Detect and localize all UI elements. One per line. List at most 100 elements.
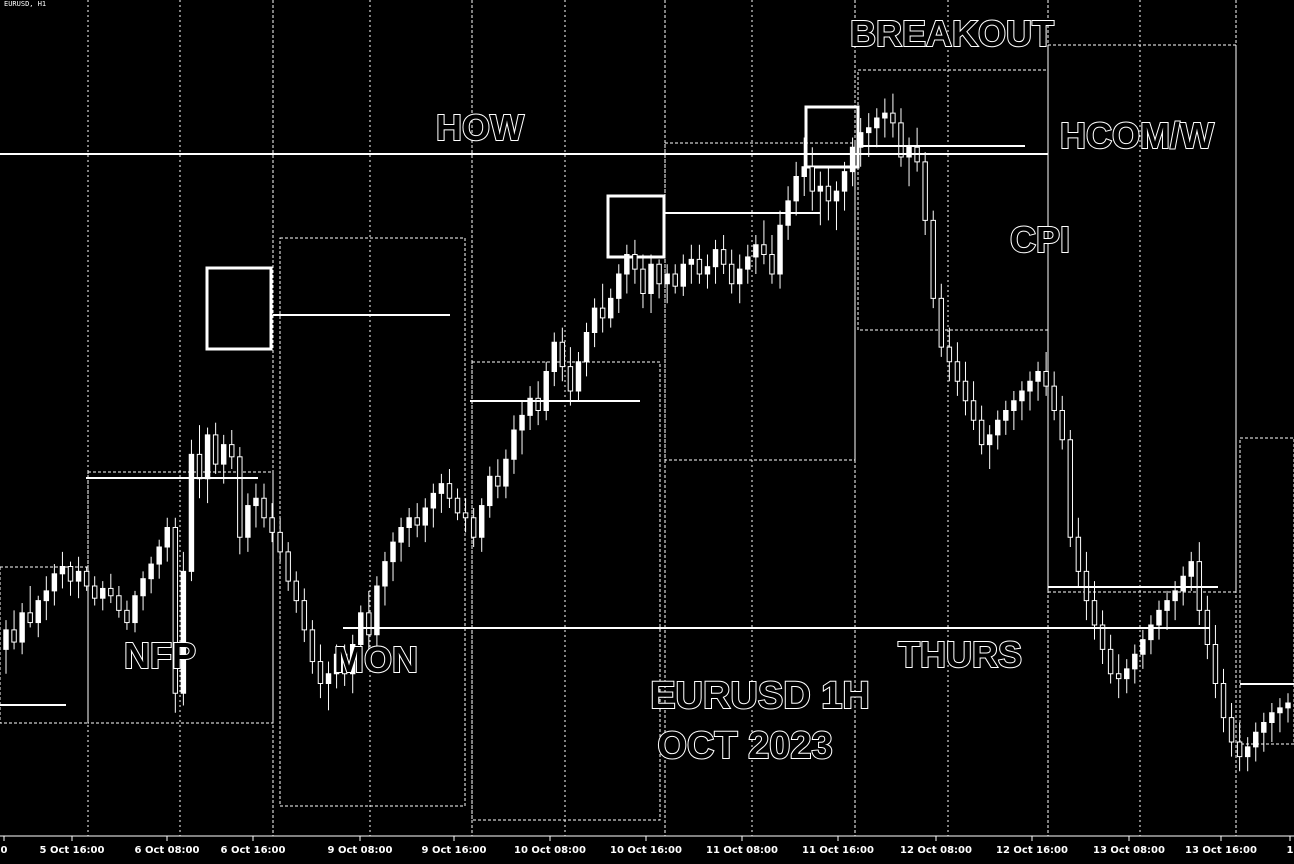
candle-body (382, 561, 388, 587)
candle (325, 661, 332, 711)
candle (874, 108, 880, 148)
candle (293, 571, 299, 613)
candle-body (962, 380, 969, 402)
x-tick-label: 1 (1287, 845, 1294, 856)
annotation-hcomw: HCOM/W (1060, 115, 1214, 156)
candle (1228, 703, 1235, 757)
candle (551, 332, 557, 387)
candle-body (737, 268, 743, 285)
candle-body (607, 297, 614, 319)
candle-body (285, 551, 291, 582)
candle (148, 556, 154, 594)
candle (1253, 722, 1259, 762)
candle-body (890, 112, 896, 124)
candle-body (495, 475, 501, 487)
x-tick-label: 10 Oct 16:00 (610, 845, 682, 856)
candle (83, 566, 90, 591)
candle-body (986, 434, 993, 446)
x-tick-label: 11 Oct 08:00 (706, 845, 778, 856)
x-tick-label: 6 Oct 16:00 (221, 845, 286, 856)
candle (59, 551, 66, 589)
candle-body (841, 171, 848, 192)
candle-body (1212, 644, 1219, 684)
candle (656, 259, 662, 299)
candle (1027, 371, 1033, 411)
candle-body (1172, 590, 1178, 602)
candle (478, 498, 485, 552)
candle-body (1269, 712, 1275, 723)
candle (777, 210, 783, 289)
candle (922, 152, 928, 235)
candle-body (640, 268, 646, 294)
candle (1035, 361, 1041, 401)
candle (124, 600, 130, 630)
candle-body (237, 456, 243, 538)
candle (1051, 371, 1057, 421)
candle (285, 542, 291, 591)
candle-body (1261, 722, 1267, 733)
candle (591, 298, 598, 348)
candle (27, 586, 33, 628)
candle (390, 532, 396, 582)
candle (761, 220, 767, 265)
candle-body (156, 546, 162, 565)
candle-body (1148, 624, 1154, 641)
candle (817, 171, 824, 226)
candle-body (59, 566, 66, 575)
candle-body (229, 444, 235, 458)
candle-body (511, 429, 517, 460)
candle-body (1156, 609, 1162, 626)
candle (1188, 551, 1194, 591)
candle-body (180, 570, 187, 694)
candle-body (35, 600, 41, 624)
x-tick-label: 12 Oct 16:00 (996, 845, 1068, 856)
candle-body (1220, 683, 1227, 719)
candle (470, 508, 477, 547)
candle (1043, 352, 1049, 396)
annotation-thurs: THURS (898, 634, 1022, 675)
candle-body (849, 146, 856, 173)
candle (809, 147, 816, 211)
candle-body (874, 117, 880, 129)
candle (1019, 381, 1025, 421)
candle (1164, 590, 1170, 630)
candle-body (559, 341, 566, 368)
candle (35, 595, 41, 638)
candle (1115, 654, 1122, 699)
candle-body (575, 361, 582, 392)
session-range-box (1047, 44, 1237, 593)
candle-body (527, 397, 533, 416)
candle-body (680, 263, 687, 287)
candle (986, 425, 993, 469)
candle (462, 498, 469, 533)
candle-body (728, 263, 735, 285)
candle (116, 586, 122, 618)
candle (91, 576, 98, 606)
candle (995, 410, 1001, 450)
zone-box[interactable] (205, 266, 273, 351)
candle (269, 503, 275, 543)
candle-body (833, 190, 840, 202)
candle-body (761, 244, 767, 255)
candle-body (898, 122, 904, 158)
candle (519, 400, 525, 455)
candle (430, 483, 437, 528)
candle-body (333, 653, 340, 675)
candle (495, 459, 501, 499)
candle-body (664, 273, 670, 285)
candle-body (503, 458, 509, 487)
candle-body (478, 505, 485, 538)
candle (607, 288, 614, 328)
candle (19, 603, 25, 655)
candle-body (269, 517, 275, 533)
candle (1003, 400, 1009, 435)
candle-body (946, 346, 953, 363)
candle (1091, 581, 1098, 640)
candle (317, 644, 324, 699)
candle-body (1188, 561, 1194, 577)
candle-body (1027, 380, 1033, 392)
candle (1269, 703, 1275, 742)
candle (237, 447, 243, 555)
candle-body (390, 541, 396, 563)
